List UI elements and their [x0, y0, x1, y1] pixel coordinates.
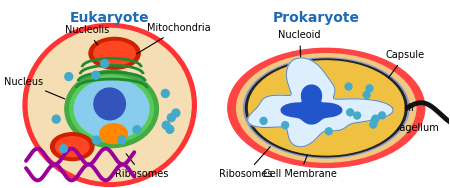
Circle shape: [370, 121, 377, 128]
Circle shape: [92, 71, 100, 79]
Ellipse shape: [65, 70, 158, 148]
Circle shape: [325, 128, 332, 135]
Ellipse shape: [70, 75, 153, 143]
Text: Nucleolis: Nucleolis: [65, 25, 113, 66]
Text: Cell Membrane: Cell Membrane: [263, 152, 337, 179]
Circle shape: [260, 117, 267, 124]
Circle shape: [92, 136, 100, 144]
Circle shape: [162, 89, 169, 97]
Text: Ribosomes: Ribosomes: [219, 147, 272, 179]
Circle shape: [346, 109, 354, 116]
Ellipse shape: [100, 124, 127, 144]
Circle shape: [366, 85, 373, 92]
Circle shape: [378, 112, 386, 119]
Circle shape: [354, 112, 360, 119]
Circle shape: [363, 91, 370, 98]
Ellipse shape: [50, 133, 94, 161]
Circle shape: [345, 83, 352, 90]
Ellipse shape: [237, 54, 416, 162]
Ellipse shape: [246, 59, 407, 157]
Ellipse shape: [94, 41, 135, 65]
Circle shape: [101, 60, 108, 68]
Circle shape: [167, 114, 175, 122]
Circle shape: [65, 73, 73, 80]
Ellipse shape: [243, 58, 409, 158]
Ellipse shape: [74, 79, 149, 139]
Circle shape: [118, 136, 126, 144]
Circle shape: [133, 126, 141, 134]
Circle shape: [94, 88, 126, 120]
Text: Mitochondria: Mitochondria: [137, 24, 211, 54]
Circle shape: [372, 115, 379, 122]
Text: Capsule: Capsule: [386, 50, 424, 80]
Text: Flagellum: Flagellum: [391, 116, 439, 133]
Ellipse shape: [23, 24, 196, 186]
Text: Prokaryote: Prokaryote: [273, 11, 360, 25]
Polygon shape: [248, 58, 393, 147]
Text: Ribosomes: Ribosomes: [116, 154, 169, 179]
Circle shape: [59, 145, 68, 153]
Circle shape: [52, 115, 60, 123]
Ellipse shape: [228, 48, 425, 168]
Circle shape: [282, 122, 288, 129]
Text: Nucleoid: Nucleoid: [279, 30, 321, 77]
Circle shape: [172, 109, 180, 117]
Ellipse shape: [248, 61, 404, 155]
Ellipse shape: [55, 137, 89, 157]
Circle shape: [371, 117, 378, 124]
Text: Nucleus: Nucleus: [4, 77, 65, 99]
Ellipse shape: [89, 37, 140, 69]
Text: Eukaryote: Eukaryote: [70, 11, 149, 25]
Circle shape: [162, 121, 170, 129]
Circle shape: [166, 125, 174, 133]
Ellipse shape: [28, 28, 191, 181]
Text: Cell Wall: Cell Wall: [369, 103, 414, 115]
Polygon shape: [281, 85, 342, 124]
